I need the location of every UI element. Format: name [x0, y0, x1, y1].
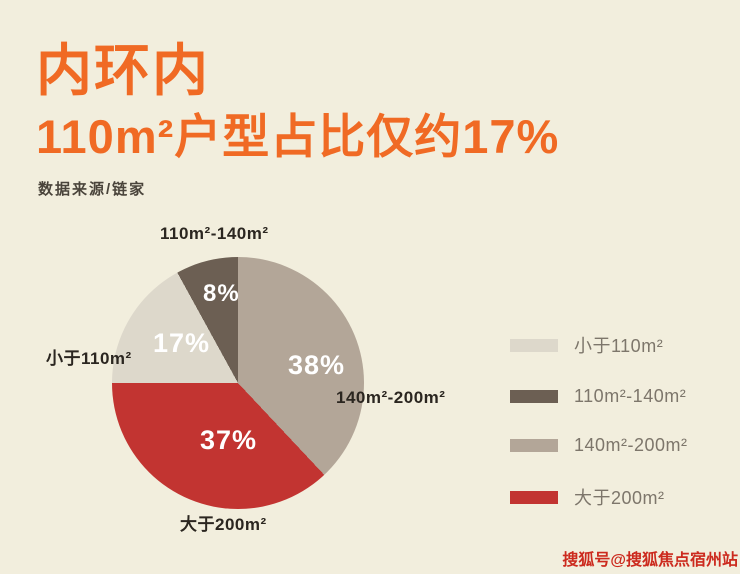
legend-item-over-200: 大于200m²: [510, 484, 688, 510]
legend-swatch-over-200: [510, 490, 558, 504]
legend-swatch-110-140: [510, 390, 558, 403]
pie-chart: [112, 257, 364, 509]
pie-slice-label-38: 38%: [288, 350, 346, 380]
data-source-note: 数据来源/链家: [38, 181, 147, 198]
page-subtitle: 110m²户型占比仅约17%: [36, 110, 560, 163]
pie-slice-label-37: 37%: [200, 425, 258, 455]
legend-label-140-200: 140m²-200m²: [574, 435, 688, 455]
chart-legend: 小于110m² 110m²-140m² 140m²-200m² 大于200m²: [510, 332, 688, 510]
callout-under-110: 小于110m²: [46, 349, 132, 368]
callout-140-200: 140m²-200m²: [336, 388, 446, 407]
callout-over-200: 大于200m²: [180, 515, 267, 534]
watermark-text: 搜狐号@搜狐焦点宿州站: [562, 552, 738, 569]
pie-slice-label-17: 17%: [153, 328, 211, 358]
legend-swatch-under-110: [510, 338, 558, 352]
page-title: 内环内: [36, 39, 210, 102]
legend-item-140-200: 140m²-200m²: [510, 435, 688, 456]
callout-110-140: 110m²-140m²: [160, 224, 269, 243]
legend-label-110-140: 110m²-140m²: [574, 386, 687, 406]
pie-slice-label-8: 8%: [203, 280, 240, 307]
legend-label-over-200: 大于200m²: [574, 488, 665, 508]
legend-item-under-110: 小于110m²: [510, 332, 688, 358]
legend-item-110-140: 110m²-140m²: [510, 386, 688, 407]
legend-label-under-110: 小于110m²: [574, 336, 664, 356]
legend-swatch-140-200: [510, 439, 558, 452]
